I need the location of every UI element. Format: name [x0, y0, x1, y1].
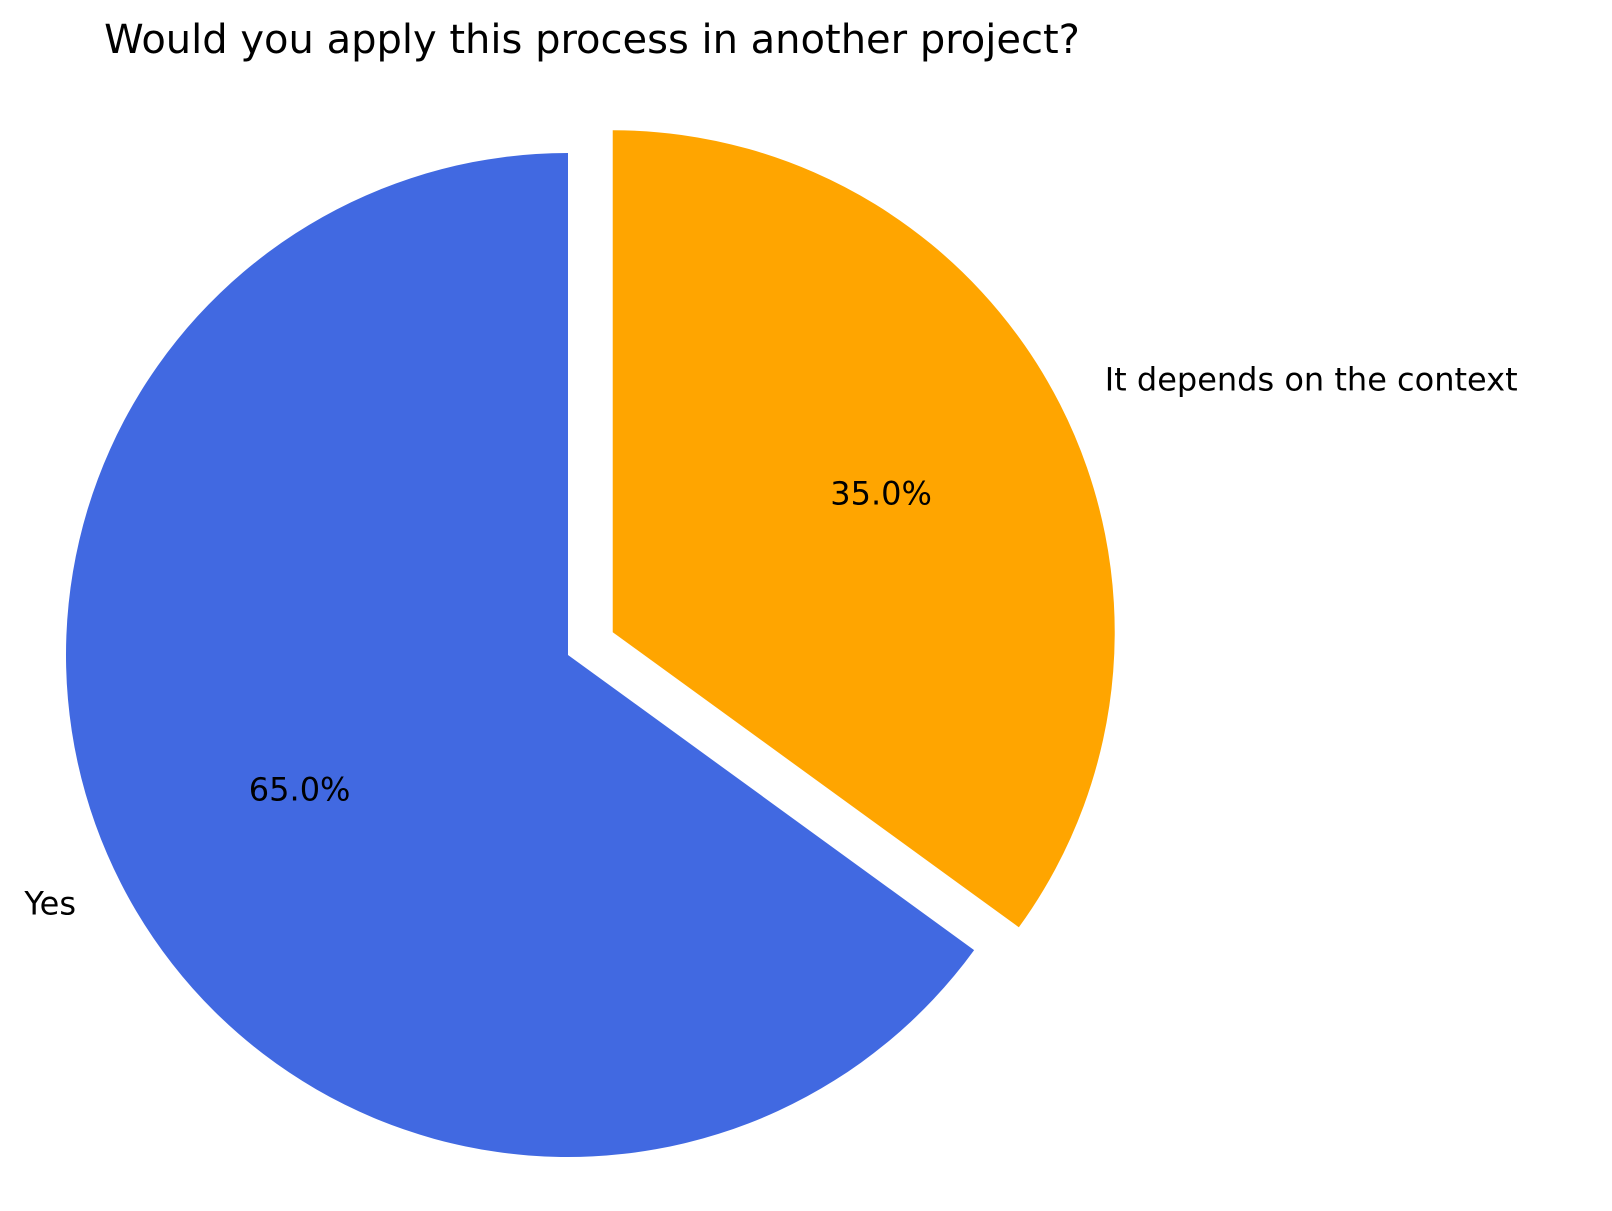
pie-slice	[612, 130, 1115, 928]
slice-label: Yes	[23, 885, 76, 923]
chart-title: Would you apply this process in another …	[104, 17, 1080, 63]
percent-label: 65.0%	[249, 771, 351, 809]
percent-label: 35.0%	[830, 474, 932, 512]
slice-label: It depends on the context	[1105, 361, 1518, 399]
pie-slice	[65, 153, 975, 1158]
